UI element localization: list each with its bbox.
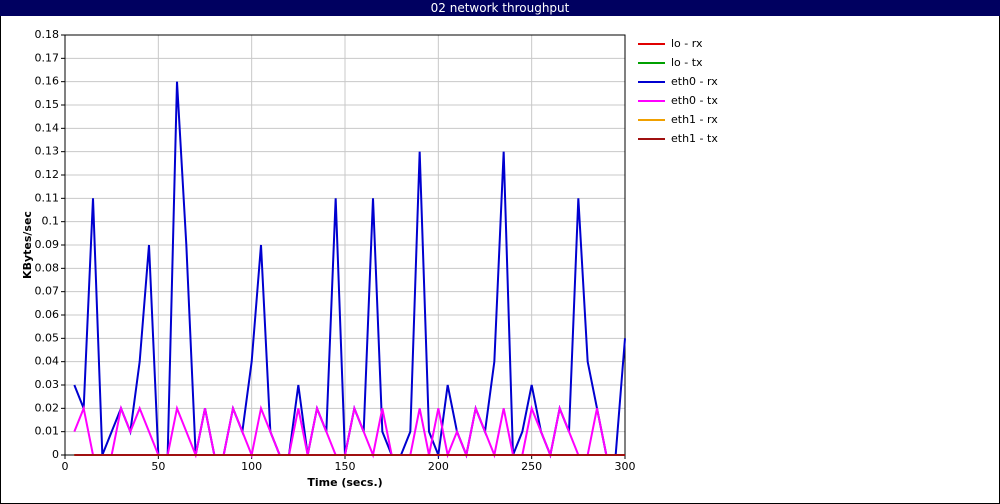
y-tick-label: 0.06 [35, 308, 60, 321]
y-tick-label: 0.01 [35, 425, 60, 438]
legend-label: eth0 - tx [671, 94, 718, 107]
y-tick-label: 0.1 [42, 215, 60, 228]
legend-label: eth1 - tx [671, 132, 718, 145]
x-tick-label: 250 [521, 460, 542, 473]
x-tick-label: 50 [151, 460, 165, 473]
y-tick-label: 0.15 [35, 98, 60, 111]
chart-title: 02 network throughput [431, 1, 570, 15]
y-tick-label: 0.02 [35, 401, 60, 414]
legend-label: eth0 - rx [671, 75, 718, 88]
y-tick-label: 0.07 [35, 285, 60, 298]
y-tick-label: 0 [52, 448, 59, 461]
y-tick-label: 0.17 [35, 51, 60, 64]
y-tick-label: 0.16 [35, 75, 60, 88]
title-bar [0, 0, 1000, 16]
x-tick-label: 100 [241, 460, 262, 473]
y-tick-label: 0.05 [35, 331, 60, 344]
y-tick-label: 0.08 [35, 261, 60, 274]
legend-label: eth1 - rx [671, 113, 718, 126]
x-tick-label: 150 [335, 460, 356, 473]
legend-label: lo - rx [671, 37, 703, 50]
y-tick-label: 0.03 [35, 378, 60, 391]
y-tick-label: 0.18 [35, 28, 60, 41]
legend-label: lo - tx [671, 56, 703, 69]
x-axis-label: Time (secs.) [307, 476, 382, 489]
y-tick-label: 0.09 [35, 238, 60, 251]
y-tick-label: 0.12 [35, 168, 60, 181]
y-axis-label: KBytes/sec [21, 211, 34, 279]
x-tick-label: 300 [615, 460, 636, 473]
x-tick-label: 200 [428, 460, 449, 473]
y-tick-label: 0.11 [35, 191, 60, 204]
y-tick-label: 0.13 [35, 145, 60, 158]
x-tick-label: 0 [62, 460, 69, 473]
y-tick-label: 0.04 [35, 355, 60, 368]
y-tick-label: 0.14 [35, 121, 60, 134]
